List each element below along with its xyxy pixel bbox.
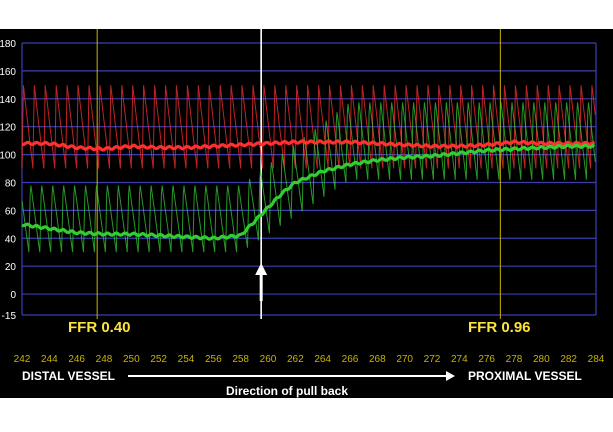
y-tick-label: 60 [5,206,17,217]
x-tick-label: 244 [41,354,58,365]
pullback-direction-arrow [128,375,446,377]
x-tick-label: 276 [478,354,495,365]
x-tick-label: 264 [314,354,331,365]
x-tick-label: 260 [260,354,277,365]
pullback-direction-caption: Direction of pull back [226,384,349,398]
ffr-right-label: FFR 0.96 [468,319,531,336]
y-tick-label: 0 [10,290,16,301]
distal-vessel-label: DISTAL VESSEL [22,369,115,383]
pressure-chart: -15 0 20 40 60 80 100 120 140 160 180 242 244 246 248… [0,29,605,365]
x-tick-label: 270 [396,354,413,365]
x-tick-label: 246 [68,354,85,365]
x-tick-label: 248 [96,354,113,365]
arrow-head [255,263,268,275]
x-tick-label: 252 [150,354,167,365]
x-tick-labels: 242 244 246 248 250 252 254 256 258 260 262 264 266 2… [14,354,605,365]
y-tick-label: 40 [5,234,17,245]
y-tick-label: 20 [5,262,17,273]
x-tick-label: 274 [451,354,468,365]
x-tick-label: 284 [588,354,605,365]
proximal-vessel-label: PROXIMAL VESSEL [468,369,582,383]
y-tick-label: 120 [0,123,16,134]
x-tick-label: 250 [123,354,140,365]
x-tick-label: 280 [533,354,550,365]
pullback-arrow [255,263,268,301]
x-tick-label: 278 [506,354,523,365]
x-tick-label: 256 [205,354,222,365]
x-tick-label: 268 [369,354,386,365]
x-tick-label: 272 [424,354,441,365]
x-tick-label: 254 [178,354,195,365]
x-tick-label: 242 [14,354,31,365]
y-tick-label: -15 [2,311,17,322]
series [21,85,596,253]
distal-phasic-trace [21,102,596,253]
x-tick-label: 262 [287,354,304,365]
x-tick-label: 266 [342,354,359,365]
y-tick-label: 160 [0,67,16,78]
y-tick-label: 80 [5,178,17,189]
vertical-markers [96,29,501,319]
y-tick-label: 180 [0,39,16,50]
y-tick-labels: -15 0 20 40 60 80 100 120 140 160 180 [0,39,16,322]
x-tick-label: 282 [560,354,577,365]
pullback-arrow-head [446,371,455,381]
ffr-left-label: FFR 0.40 [68,319,131,336]
y-tick-label: 140 [0,95,16,106]
y-tick-label: 100 [0,151,16,162]
distal-mean-line [21,143,595,241]
aortic-mean-line [21,139,595,152]
chart-frame: -15 0 20 40 60 80 100 120 140 160 180 242 244 246 248… [0,29,613,398]
x-tick-label: 258 [232,354,249,365]
